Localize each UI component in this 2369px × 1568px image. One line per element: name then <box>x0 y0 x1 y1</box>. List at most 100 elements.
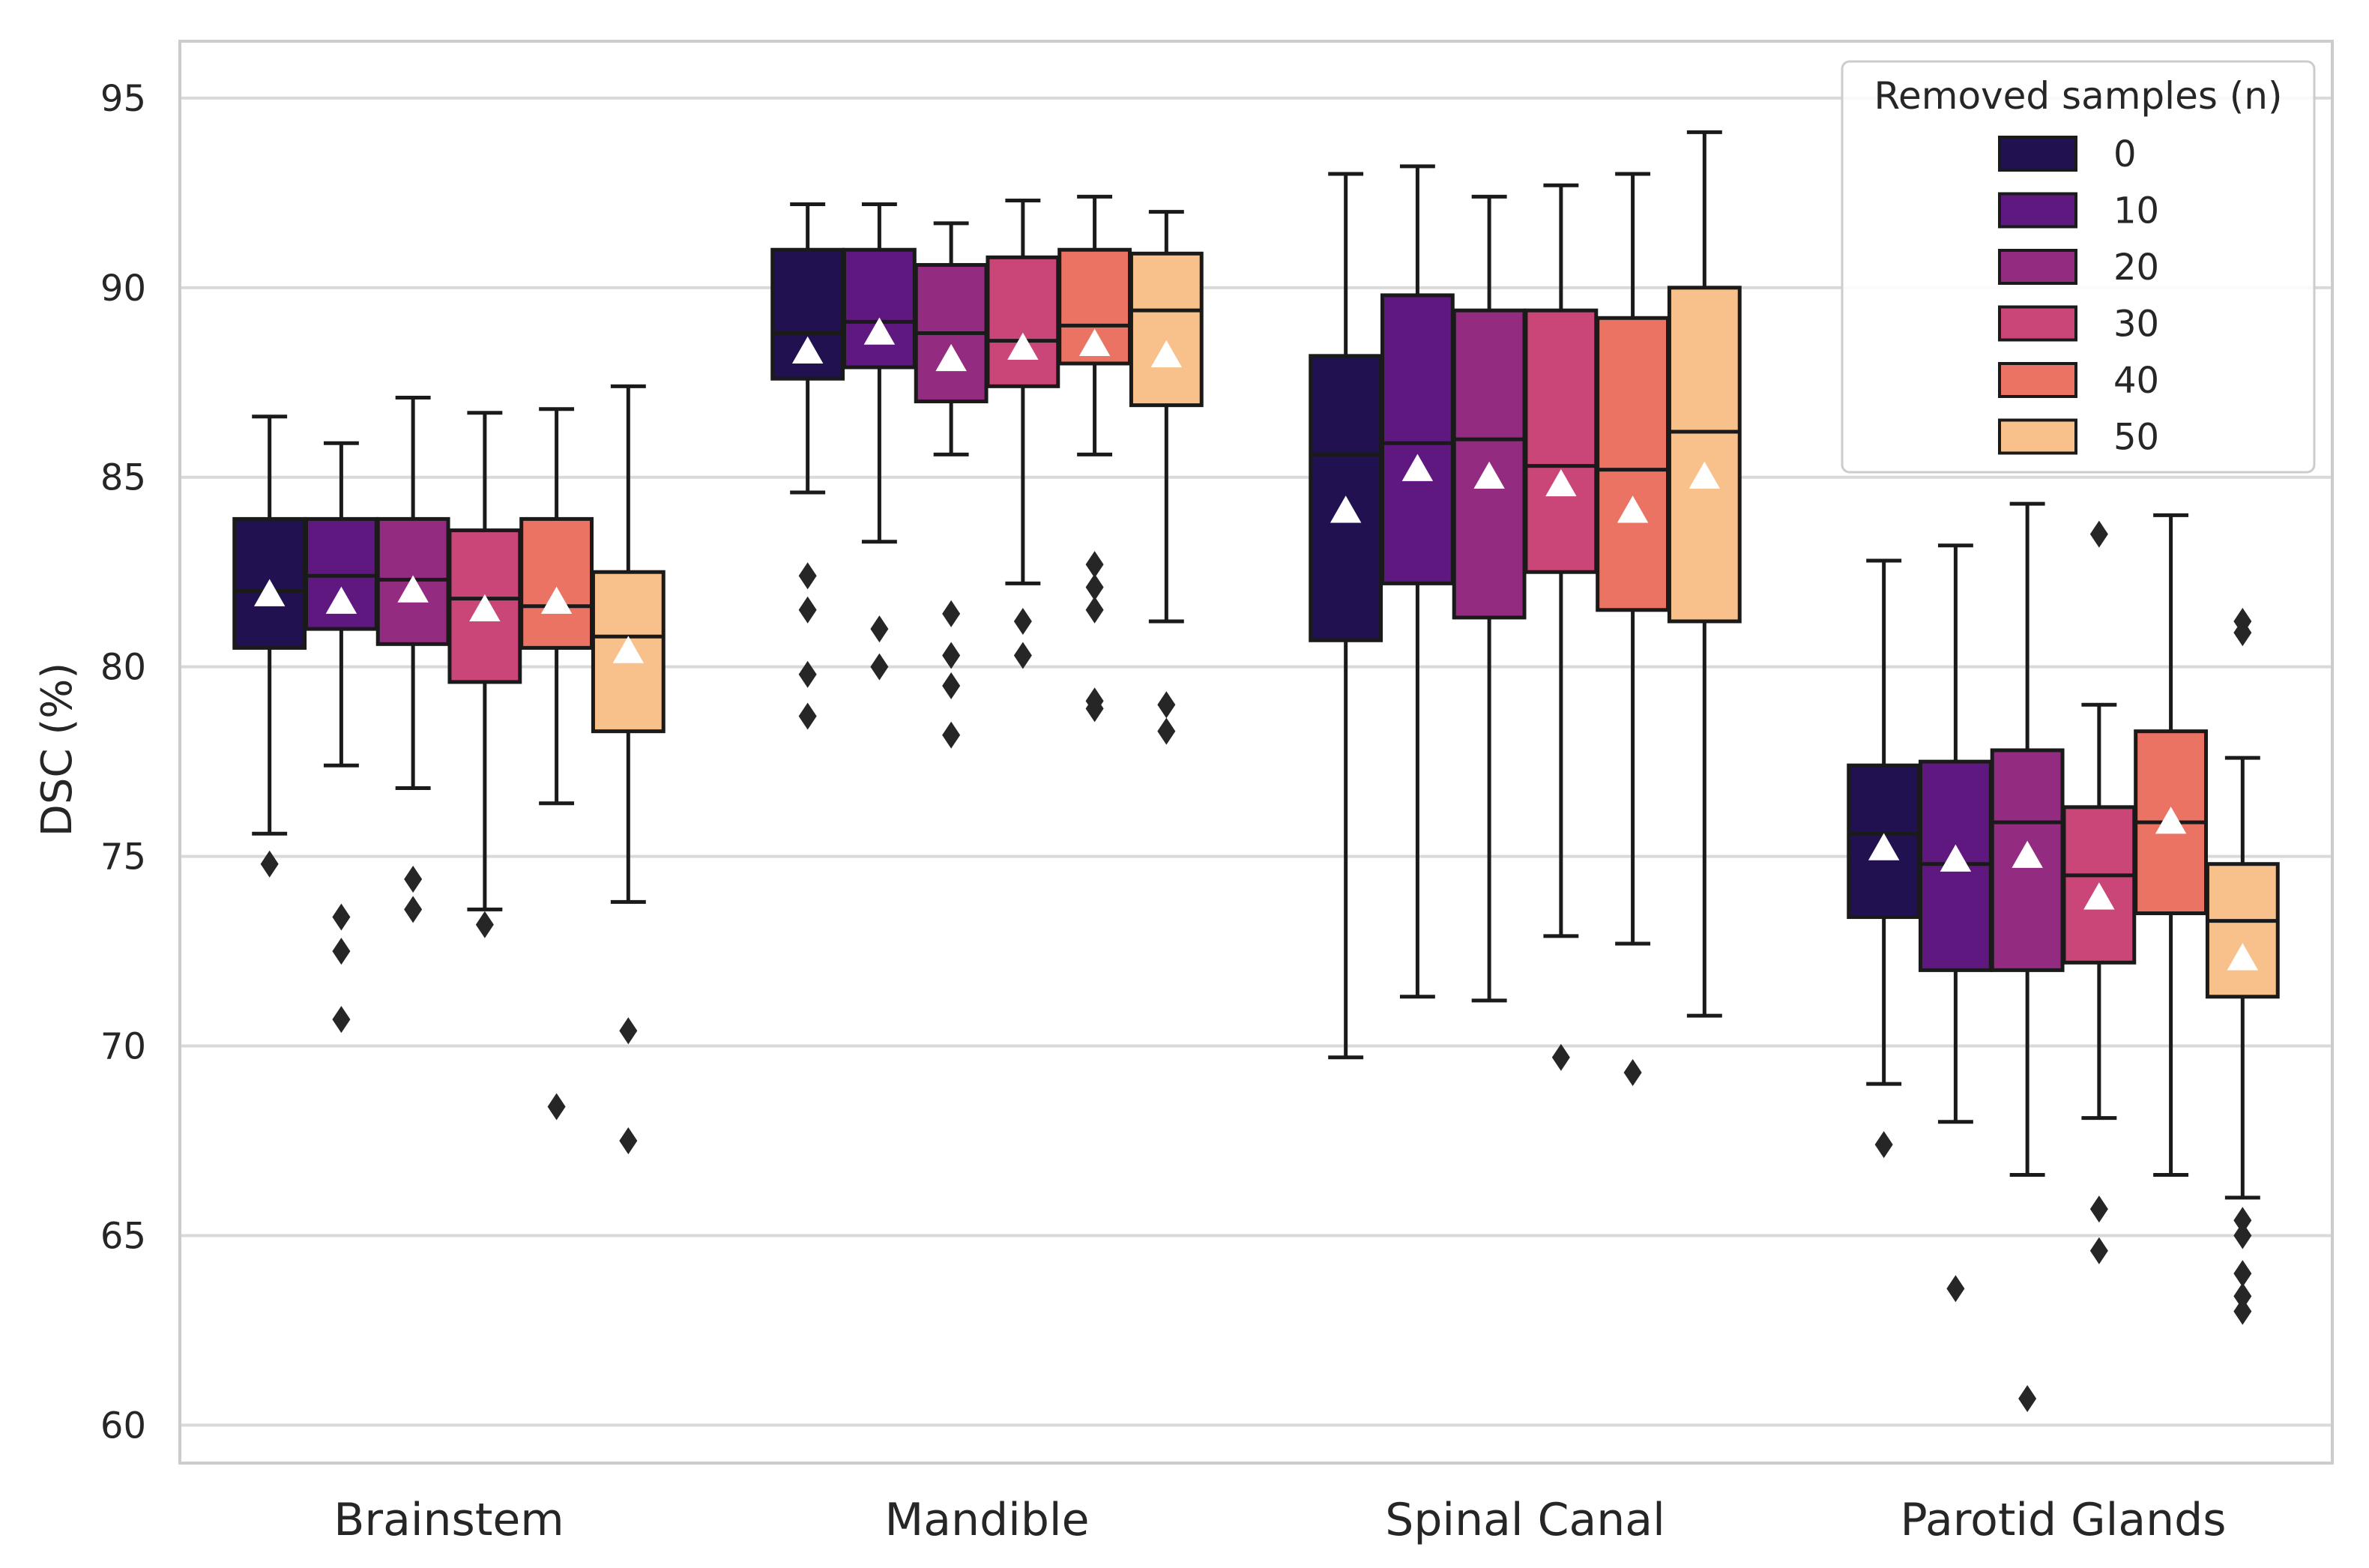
outlier-point <box>332 938 351 965</box>
legend-entry-20: 20 <box>1998 247 2159 289</box>
plot-frame <box>178 40 2334 1465</box>
mean-marker <box>1078 328 1111 356</box>
mean-marker <box>791 336 824 364</box>
outlier-point <box>1551 1043 1570 1071</box>
outlier-point <box>798 562 817 590</box>
mean-marker <box>1330 495 1362 523</box>
y-tick-labels: 60 65 70 75 80 85 90 95 <box>100 78 146 1447</box>
legend-title: Removed samples (n) <box>1874 74 2283 118</box>
outlier-point <box>2233 1282 2252 1310</box>
category-label-1: Mandible <box>885 1494 1090 1546</box>
box-3-50 <box>2205 607 2280 1325</box>
iqr-box <box>2205 862 2280 999</box>
category-label-0: Brainstem <box>334 1494 564 1546</box>
mean-marker <box>2227 943 2259 971</box>
legend-entry-40: 40 <box>1998 360 2159 402</box>
y-axis-title: DSC (%) <box>33 663 82 836</box>
category-labels: Brainstem Mandible Spinal Canal Parotid Gla… <box>334 1494 2226 1546</box>
box-2-40 <box>1596 172 1671 1086</box>
outlier-point <box>870 615 889 643</box>
outlier-point <box>1085 573 1104 601</box>
mean-marker <box>612 636 645 663</box>
outlier-point <box>2089 1195 2108 1223</box>
outlier-point <box>942 642 961 669</box>
outlier-point <box>1946 1275 1965 1303</box>
mean-marker <box>1545 468 1577 497</box>
outlier-point <box>547 1093 566 1121</box>
box-0-10 <box>304 441 378 1034</box>
box-0-30 <box>447 411 522 938</box>
outlier-point <box>1085 695 1104 723</box>
outlier-point <box>619 1127 638 1155</box>
iqr-box <box>1667 286 1742 624</box>
outlier-point <box>1085 551 1104 579</box>
box-0-20 <box>375 396 450 923</box>
outlier-point <box>1157 717 1176 745</box>
legend-swatch <box>1998 362 2077 398</box>
mean-marker <box>2155 806 2187 834</box>
legend-label: 40 <box>2113 360 2159 402</box>
mean-marker <box>253 579 286 606</box>
iqr-box <box>842 247 917 370</box>
boxes <box>232 130 2280 1413</box>
iqr-box <box>986 255 1060 388</box>
outlier-point <box>1085 596 1104 624</box>
box-1-40 <box>1057 194 1132 723</box>
y-tick-label-80: 80 <box>100 647 146 689</box>
outlier-point <box>798 702 817 730</box>
outlier-point <box>475 911 494 938</box>
outlier-point <box>2089 520 2108 548</box>
y-tick-label-75: 75 <box>100 836 146 878</box>
mean-marker <box>1617 495 1649 523</box>
mean-marker <box>1150 340 1183 368</box>
outlier-point <box>619 1017 638 1045</box>
category-label-3: Parotid Glands <box>1901 1494 2227 1546</box>
box-3-40 <box>2134 513 2209 1177</box>
legend-frame <box>1841 60 2316 474</box>
y-tick-label-60: 60 <box>100 1405 146 1447</box>
box-1-50 <box>1129 210 1204 745</box>
mean-marker <box>2083 882 2115 910</box>
box-2-10 <box>1380 164 1455 999</box>
y-tick-label-90: 90 <box>100 268 146 310</box>
iqr-box <box>1524 308 1599 574</box>
outlier-point <box>942 672 961 699</box>
outlier-point <box>2089 1237 2108 1264</box>
box-0-0 <box>232 414 307 878</box>
iqr-box <box>1380 293 1455 585</box>
outlier-point <box>332 1006 351 1034</box>
mean-marker <box>1940 844 1972 872</box>
box-2-0 <box>1309 172 1383 1060</box>
y-tick-label-95: 95 <box>100 78 146 120</box>
legend-label: 10 <box>2113 190 2159 232</box>
box-0-40 <box>519 407 594 1121</box>
box-1-0 <box>770 202 845 730</box>
mean-marker <box>540 586 573 614</box>
outlier-point <box>1013 607 1032 635</box>
box-3-10 <box>1918 543 1993 1303</box>
y-tick-label-70: 70 <box>100 1026 146 1068</box>
mean-marker <box>325 586 357 614</box>
outlier-point <box>870 653 889 681</box>
outlier-point <box>2233 1297 2252 1325</box>
mean-marker <box>1473 461 1505 489</box>
mean-marker <box>397 575 429 603</box>
outlier-point <box>1013 642 1032 669</box>
box-3-30 <box>2062 520 2137 1264</box>
mean-marker <box>863 317 896 345</box>
legend-swatch <box>1998 249 2077 285</box>
legend-swatch <box>1998 136 2077 172</box>
outlier-point <box>1623 1058 1642 1086</box>
legend-label: 0 <box>2113 133 2137 175</box>
outlier-point <box>942 721 961 749</box>
legend-label: 30 <box>2113 304 2159 346</box>
outlier-point <box>2233 1222 2252 1249</box>
legend-entry-30: 30 <box>1998 304 2159 346</box>
legend-entries: 0 10 20 30 40 50 <box>1998 133 2159 459</box>
outlier-point <box>798 596 817 624</box>
outlier-point <box>1157 691 1176 719</box>
outlier-point <box>260 850 279 878</box>
iqr-box <box>1129 251 1204 408</box>
y-tick-label-85: 85 <box>100 457 146 499</box>
